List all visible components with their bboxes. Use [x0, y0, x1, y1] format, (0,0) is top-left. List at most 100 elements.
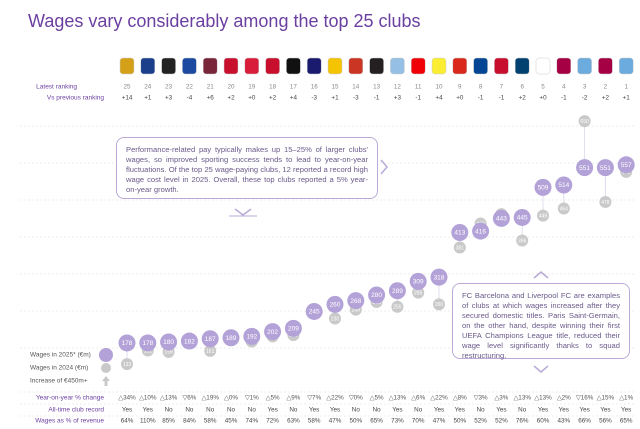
- data-label: 187: [205, 336, 216, 343]
- data-label: 182: [184, 338, 195, 345]
- dot-2024: [516, 234, 529, 247]
- club-crest: [306, 57, 322, 75]
- table-cell: 3: [583, 84, 587, 91]
- table-cell: 15: [331, 84, 339, 91]
- table-cell: 72%: [266, 418, 279, 425]
- dot-2025: [472, 222, 490, 240]
- dot-2025: [201, 330, 219, 348]
- dot-2025: [326, 295, 344, 313]
- dot-2025: [430, 268, 448, 286]
- table-cell: -1: [478, 95, 484, 102]
- table-cell: △13%: [513, 395, 531, 402]
- table-cell: +2: [602, 95, 610, 102]
- table-cell: Yes: [309, 407, 319, 414]
- table-cell: +2: [269, 95, 277, 102]
- table-cell: 9: [458, 84, 462, 91]
- dot-2024: [578, 115, 591, 128]
- table-cell: +0: [539, 95, 547, 102]
- table-cell: 76%: [516, 418, 529, 425]
- data-label: 202: [267, 329, 278, 336]
- table-cell: △1%: [619, 395, 633, 402]
- table-cell: △22%: [326, 395, 344, 402]
- dot-2025: [534, 178, 552, 196]
- club-crest: [286, 57, 301, 75]
- table-cell: +3: [394, 95, 402, 102]
- data-label: 309: [413, 279, 424, 286]
- dot-2024: [204, 344, 217, 357]
- table-cell: ▽7%: [307, 395, 321, 402]
- data-label: 178: [122, 340, 133, 347]
- table-cell: Yes: [455, 407, 465, 414]
- table-cell: △5%: [266, 395, 280, 402]
- data-label: 318: [434, 274, 445, 281]
- data-label: 249: [352, 307, 361, 313]
- table-cell: +2: [227, 95, 235, 102]
- club-crest: [182, 57, 197, 75]
- table-cell: 16: [311, 84, 319, 91]
- dot-2025: [264, 323, 282, 341]
- data-label: 280: [371, 292, 382, 299]
- dot-2025: [617, 156, 635, 174]
- dot-2025: [284, 319, 302, 337]
- table-cell: +0: [456, 95, 464, 102]
- table-cell: -1: [374, 95, 380, 102]
- data-label: 551: [600, 165, 611, 172]
- legend-swatch: [101, 363, 111, 373]
- table-cell: Yes: [330, 407, 340, 414]
- table-cell: -4: [187, 95, 193, 102]
- club-crest: [119, 57, 135, 75]
- table-cell: 66%: [578, 418, 591, 425]
- club-crest: [265, 57, 280, 75]
- dot-2025: [388, 282, 406, 300]
- table-cell: 17: [290, 84, 298, 91]
- data-label: 260: [330, 302, 341, 309]
- club-crest: [161, 57, 176, 75]
- table-cell: △19%: [201, 395, 219, 402]
- table-cell: 52%: [495, 418, 508, 425]
- table-cell: 10: [435, 84, 443, 91]
- table-cell: +4: [290, 95, 298, 102]
- legend-label: Wages in 2025* (€m): [30, 352, 91, 359]
- club-crest: [244, 57, 260, 75]
- table-cell: Yes: [496, 407, 506, 414]
- table-cell: No: [518, 407, 527, 414]
- annotation-arrow: [533, 365, 549, 373]
- table-cell: △34%: [118, 395, 136, 402]
- dot-2024: [599, 195, 612, 208]
- table-cell: No: [477, 407, 486, 414]
- club-crest: [452, 57, 468, 75]
- dot-2025: [555, 176, 573, 194]
- annotation: FC Barcelona and Liverpool FC are exampl…: [452, 283, 630, 360]
- data-label: 464: [560, 206, 569, 212]
- table-cell: 85%: [162, 418, 175, 425]
- table-cell: +1: [144, 95, 152, 102]
- club-crest: [327, 57, 343, 75]
- table-cell: No: [206, 407, 215, 414]
- data-label: 285: [414, 290, 423, 296]
- table-cell: △2%: [557, 395, 571, 402]
- table-cell: 65%: [370, 418, 383, 425]
- club-crest: [577, 57, 592, 75]
- club-crest: [473, 57, 488, 75]
- data-label: 514: [558, 182, 569, 189]
- legend-swatch: [99, 348, 113, 362]
- table-cell: 74%: [245, 418, 258, 425]
- data-label: 178: [142, 340, 153, 347]
- legend-arrow: [102, 376, 110, 386]
- data-label: 255: [393, 305, 402, 311]
- data-label: 260: [435, 302, 444, 308]
- club-crest: [223, 57, 239, 75]
- data-label: 159: [164, 350, 173, 356]
- row-label: Year-on-year % change: [36, 395, 104, 402]
- dot-2024: [121, 358, 133, 371]
- dot-2025: [596, 159, 614, 177]
- table-cell: -3: [311, 95, 317, 102]
- data-label: 416: [475, 228, 486, 235]
- data-label: 449: [539, 213, 548, 219]
- table-cell: 58%: [308, 418, 321, 425]
- data-label: 650: [580, 119, 589, 125]
- table-cell: +6: [207, 95, 215, 102]
- club-crest: [140, 57, 156, 75]
- table-cell: 45%: [225, 418, 238, 425]
- dot-2024: [329, 312, 341, 325]
